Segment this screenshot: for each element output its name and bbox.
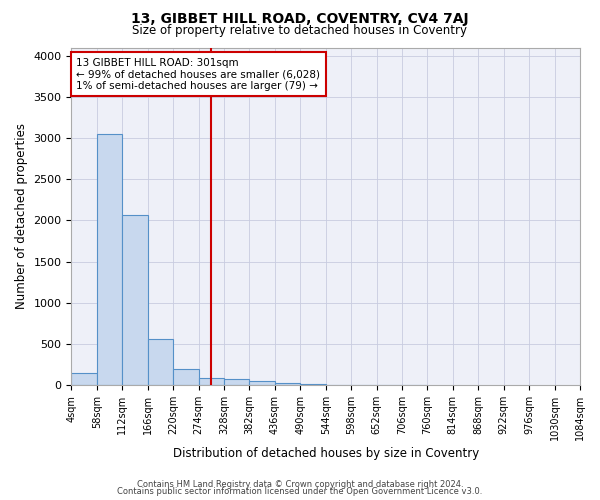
- Text: Contains public sector information licensed under the Open Government Licence v3: Contains public sector information licen…: [118, 488, 482, 496]
- Text: Size of property relative to detached houses in Coventry: Size of property relative to detached ho…: [133, 24, 467, 37]
- Bar: [199, 378, 224, 385]
- Bar: [250, 381, 275, 385]
- Bar: [122, 216, 148, 385]
- Text: Contains HM Land Registry data © Crown copyright and database right 2024.: Contains HM Land Registry data © Crown c…: [137, 480, 463, 489]
- X-axis label: Distribution of detached houses by size in Coventry: Distribution of detached houses by size …: [173, 447, 479, 460]
- Bar: [148, 339, 173, 385]
- Bar: [224, 380, 250, 385]
- Text: 13, GIBBET HILL ROAD, COVENTRY, CV4 7AJ: 13, GIBBET HILL ROAD, COVENTRY, CV4 7AJ: [131, 12, 469, 26]
- Bar: [71, 372, 97, 385]
- Bar: [97, 134, 122, 385]
- Bar: [300, 384, 326, 385]
- Y-axis label: Number of detached properties: Number of detached properties: [15, 124, 28, 310]
- Bar: [275, 382, 300, 385]
- Bar: [173, 368, 199, 385]
- Text: 13 GIBBET HILL ROAD: 301sqm
← 99% of detached houses are smaller (6,028)
1% of s: 13 GIBBET HILL ROAD: 301sqm ← 99% of det…: [76, 58, 320, 91]
